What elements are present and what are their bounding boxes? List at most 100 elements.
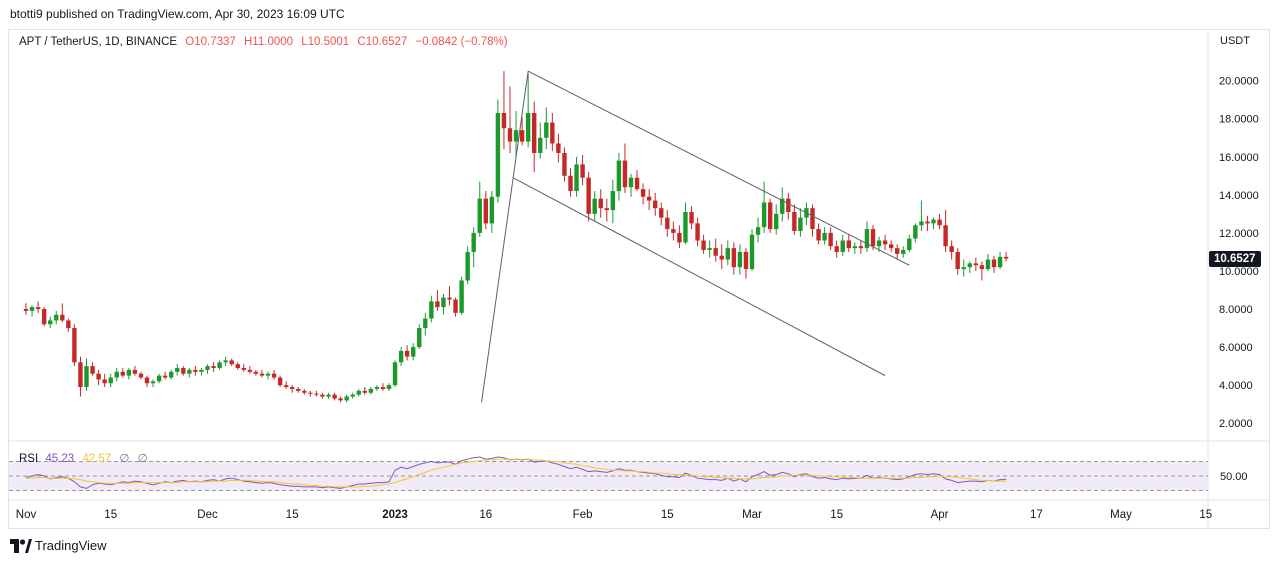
- candle: [864, 221, 870, 252]
- candle: [574, 156, 579, 197]
- candle: [671, 221, 676, 241]
- candle: [519, 116, 525, 146]
- candle-body: [907, 238, 912, 251]
- candle-body: [138, 373, 144, 378]
- rsi-value: 45.23: [45, 453, 75, 465]
- candle-body: [453, 299, 458, 313]
- candle: [532, 101, 537, 173]
- candle-body: [193, 369, 198, 372]
- candle-body: [919, 221, 924, 226]
- trendlines-layer: [481, 70, 910, 403]
- candle-body: [90, 366, 95, 374]
- candle: [501, 71, 507, 150]
- candle: [556, 133, 561, 163]
- candle: [653, 192, 658, 216]
- candle: [810, 204, 815, 237]
- currency-label[interactable]: USDT: [1220, 35, 1250, 47]
- candle-body: [689, 211, 694, 224]
- candle-body: [592, 198, 597, 214]
- candle: [435, 289, 440, 311]
- candle-body: [501, 113, 507, 129]
- candle: [374, 385, 380, 391]
- symbol-name[interactable]: APT / TetherUS, 1D, BINANCE: [19, 36, 178, 48]
- candle: [441, 293, 446, 315]
- time-tick-label: Mar: [742, 509, 762, 521]
- candle: [895, 244, 900, 260]
- candle-body: [29, 307, 35, 311]
- candle-body: [707, 248, 712, 251]
- candle-body: [882, 240, 888, 245]
- candle: [338, 396, 343, 403]
- price-tick-label: 4.0000: [1219, 380, 1253, 392]
- candle-body: [767, 202, 773, 230]
- candle-body: [477, 198, 482, 233]
- candle-body: [888, 244, 894, 249]
- candle-body: [786, 198, 791, 212]
- price-tick-label: 6.0000: [1219, 342, 1253, 354]
- candle: [719, 244, 724, 270]
- candle: [731, 242, 737, 275]
- candle-body: [852, 246, 858, 249]
- candle-body: [465, 251, 470, 281]
- candle: [937, 213, 942, 230]
- candle: [235, 362, 240, 370]
- candle: [659, 202, 664, 226]
- candle-body: [665, 217, 670, 230]
- candle: [162, 371, 168, 380]
- time-tick-label: 15: [830, 509, 843, 521]
- candle-body: [755, 227, 761, 235]
- candle: [423, 312, 428, 336]
- candle: [707, 240, 712, 258]
- candle: [646, 189, 652, 211]
- candle: [967, 261, 972, 273]
- candle: [755, 217, 761, 243]
- candle: [259, 369, 265, 378]
- candle-body: [211, 366, 216, 369]
- candle-body: [495, 113, 501, 197]
- candle-body: [362, 390, 367, 393]
- rsi-legend[interactable]: RSI 45.23 42.57 ∅ ∅: [19, 451, 148, 465]
- candle-body: [622, 160, 628, 188]
- candle-body: [114, 371, 119, 378]
- trendline-impulse: [481, 71, 529, 403]
- price-tick-label: 20.0000: [1219, 76, 1259, 88]
- candle-body: [525, 113, 531, 142]
- candle-body: [150, 381, 156, 384]
- candle: [513, 111, 519, 157]
- candle: [544, 107, 549, 150]
- time-axis[interactable]: Nov 15 Dec 15 2023 16 Feb 15 Mar 15 Apr 17 May 15: [16, 509, 1212, 521]
- candle-body: [217, 362, 222, 369]
- candle-body: [72, 328, 77, 363]
- time-tick-label: 15: [286, 509, 299, 521]
- candle-body: [677, 232, 682, 243]
- candle: [949, 240, 954, 260]
- candle: [54, 310, 59, 325]
- candle-body: [84, 366, 89, 388]
- time-tick-label: May: [1110, 509, 1132, 521]
- candle: [725, 240, 730, 266]
- candle-body: [459, 280, 464, 313]
- candle: [265, 371, 271, 380]
- candle: [368, 387, 374, 395]
- candle-body: [895, 248, 900, 254]
- candle-body: [562, 152, 567, 176]
- candle: [102, 373, 107, 388]
- candle: [398, 347, 404, 367]
- tradingview-brand[interactable]: TradingView: [10, 538, 107, 553]
- candle-body: [235, 364, 240, 369]
- candle-body: [290, 387, 295, 389]
- candle-body: [78, 362, 83, 388]
- candle: [23, 303, 29, 315]
- candle-body: [60, 314, 65, 321]
- price-axis[interactable]: 2.0000 4.0000 6.0000 8.0000 10.0000 12.0000 14…: [1219, 76, 1259, 431]
- rsi-name[interactable]: RSI: [19, 453, 39, 465]
- candle: [907, 234, 912, 252]
- ohlc-open: O10.7337: [185, 36, 236, 48]
- candle: [834, 240, 839, 258]
- symbol-legend[interactable]: APT / TetherUS, 1D, BINANCE O10.7337 H11…: [19, 36, 513, 48]
- candle-body: [870, 229, 876, 247]
- trendline-channel-lower: [512, 177, 886, 377]
- candle: [150, 379, 156, 388]
- tradingview-logo-icon: [10, 538, 32, 553]
